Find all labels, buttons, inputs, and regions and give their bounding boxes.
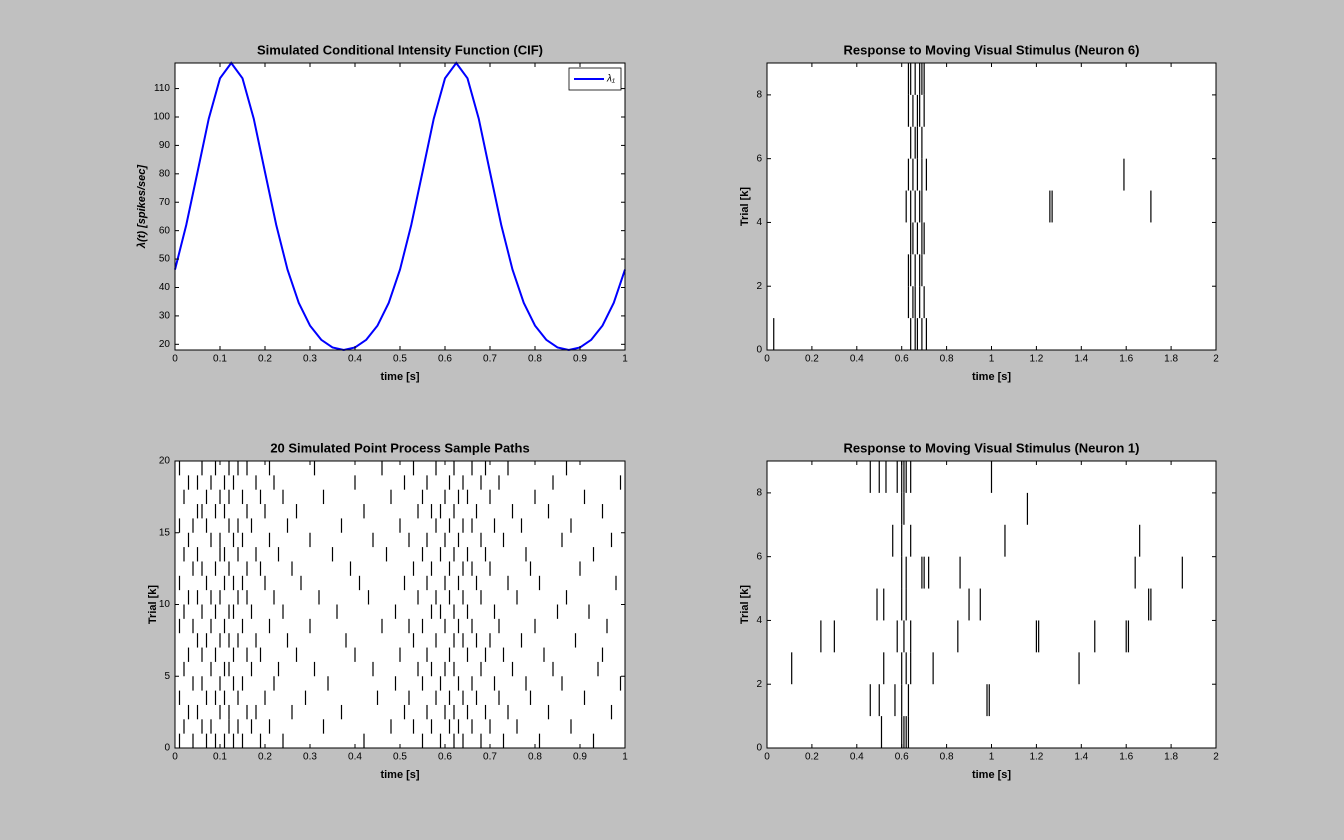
x-tick-label: 2	[1213, 354, 1219, 365]
y-tick-label: 50	[159, 254, 171, 265]
y-tick-label: 15	[159, 527, 171, 538]
legend-label: λ₁	[606, 74, 615, 85]
y-tick-label: 2	[756, 679, 762, 690]
x-tick-label: 0.1	[213, 752, 227, 763]
y-tick-label: 60	[159, 225, 171, 236]
subplot: Simulated Conditional Intensity Function…	[136, 42, 628, 382]
y-tick-label: 5	[164, 671, 170, 682]
x-tick-label: 0	[172, 354, 178, 365]
x-tick-label: 0.4	[850, 354, 864, 365]
x-tick-label: 0.2	[805, 752, 819, 763]
y-axis-label: Trial [k]	[739, 187, 751, 226]
plot-area	[767, 461, 1216, 748]
x-tick-label: 1	[622, 354, 628, 365]
y-tick-label: 100	[153, 112, 170, 123]
x-tick-label: 0.9	[573, 354, 587, 365]
x-tick-label: 0.5	[393, 752, 407, 763]
y-axis-label: λ(t) [spikes/sec]	[136, 165, 148, 249]
x-tick-label: 0	[172, 752, 178, 763]
y-axis-label: Trial [k]	[147, 585, 159, 624]
y-tick-label: 4	[756, 217, 762, 228]
x-tick-label: 0.2	[258, 354, 272, 365]
y-tick-label: 80	[159, 168, 171, 179]
x-tick-label: 0.8	[528, 354, 542, 365]
x-axis-label: time [s]	[972, 769, 1011, 781]
y-tick-label: 4	[756, 615, 762, 626]
x-tick-label: 0.7	[483, 752, 497, 763]
x-tick-label: 1.2	[1029, 752, 1043, 763]
chart-title: Response to Moving Visual Stimulus (Neur…	[844, 42, 1140, 57]
subplot: Response to Moving Visual Stimulus (Neur…	[739, 440, 1219, 780]
chart-title: 20 Simulated Point Process Sample Paths	[270, 440, 529, 455]
y-tick-label: 30	[159, 311, 171, 322]
y-tick-label: 6	[756, 153, 762, 164]
plot-area	[175, 63, 625, 350]
x-axis-label: time [s]	[972, 371, 1011, 383]
x-tick-label: 0.9	[573, 752, 587, 763]
cif-line	[174, 61, 626, 352]
plot-area	[175, 461, 625, 748]
x-tick-label: 2	[1213, 752, 1219, 763]
y-tick-label: 110	[154, 83, 170, 94]
y-axis-label: Trial [k]	[739, 585, 751, 624]
y-tick-label: 2	[756, 281, 762, 292]
x-tick-label: 0.4	[348, 752, 362, 763]
y-tick-label: 8	[756, 488, 762, 499]
y-tick-label: 20	[159, 456, 171, 467]
x-tick-label: 0	[764, 752, 770, 763]
x-axis-label: time [s]	[380, 371, 419, 383]
x-tick-label: 0.3	[303, 752, 317, 763]
x-tick-label: 0.4	[850, 752, 864, 763]
x-tick-label: 1	[989, 752, 995, 763]
x-tick-label: 0.5	[393, 354, 407, 365]
x-tick-label: 0.6	[438, 752, 452, 763]
x-axis-label: time [s]	[380, 769, 419, 781]
x-tick-label: 0	[764, 354, 770, 365]
y-tick-label: 40	[159, 282, 171, 293]
plot-area	[767, 63, 1216, 350]
x-tick-label: 0.6	[438, 354, 452, 365]
subplot: 20 Simulated Point Process Sample Paths t…	[147, 440, 628, 780]
x-tick-label: 0.8	[940, 354, 954, 365]
x-tick-label: 1.8	[1164, 752, 1178, 763]
y-tick-label: 6	[756, 551, 762, 562]
x-tick-label: 0.3	[303, 354, 317, 365]
x-tick-label: 0.8	[940, 752, 954, 763]
y-tick-label: 20	[159, 339, 171, 350]
x-tick-label: 0.2	[805, 354, 819, 365]
x-tick-label: 1	[989, 354, 995, 365]
x-tick-label: 1.4	[1074, 752, 1088, 763]
x-tick-label: 0.6	[895, 752, 909, 763]
x-tick-label: 0.8	[528, 752, 542, 763]
x-tick-label: 1	[622, 752, 628, 763]
y-tick-label: 0	[756, 743, 762, 754]
chart-title: Simulated Conditional Intensity Function…	[257, 42, 543, 57]
x-tick-label: 0.6	[895, 354, 909, 365]
y-tick-label: 0	[756, 345, 762, 356]
x-tick-label: 0.4	[348, 354, 362, 365]
x-tick-label: 1.4	[1074, 354, 1088, 365]
subplot: Response to Moving Visual Stimulus (Neur…	[739, 42, 1219, 382]
y-tick-label: 0	[164, 743, 170, 754]
x-tick-label: 1.6	[1119, 354, 1133, 365]
y-tick-label: 8	[756, 90, 762, 101]
y-tick-label: 90	[159, 140, 171, 151]
x-tick-label: 0.2	[258, 752, 272, 763]
x-tick-label: 1.8	[1164, 354, 1178, 365]
x-tick-label: 1.6	[1119, 752, 1133, 763]
x-tick-label: 1.2	[1029, 354, 1043, 365]
y-tick-label: 70	[159, 197, 171, 208]
chart-title: Response to Moving Visual Stimulus (Neur…	[844, 440, 1140, 455]
y-tick-label: 10	[159, 599, 171, 610]
x-tick-label: 0.7	[483, 354, 497, 365]
x-tick-label: 0.1	[213, 354, 227, 365]
